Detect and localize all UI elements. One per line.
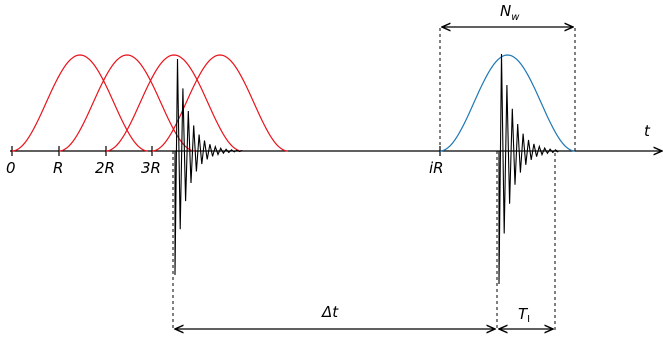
tick-label-2r: 2R bbox=[95, 159, 115, 177]
tick-label-r: R bbox=[53, 159, 63, 177]
signal-pulse-2 bbox=[498, 53, 559, 285]
tick-label-3r: 3R bbox=[141, 159, 161, 177]
delta-t-label: Δt bbox=[321, 303, 339, 321]
ti-label: TI bbox=[518, 305, 530, 325]
tick-label-0: 0 bbox=[6, 159, 16, 177]
window-curve-3 bbox=[151, 54, 289, 152]
tick-label-ir: iR bbox=[429, 159, 444, 177]
active-window-curve bbox=[439, 54, 576, 152]
time-axis-label: t bbox=[644, 122, 651, 140]
window-curve-1 bbox=[58, 54, 196, 152]
guide-lines bbox=[172, 28, 576, 330]
nw-label: Nw bbox=[500, 2, 520, 23]
window-curves bbox=[11, 54, 289, 152]
signal-pulse-1 bbox=[174, 58, 243, 276]
window-curve-2 bbox=[105, 54, 243, 152]
window-curve-0 bbox=[11, 54, 149, 152]
